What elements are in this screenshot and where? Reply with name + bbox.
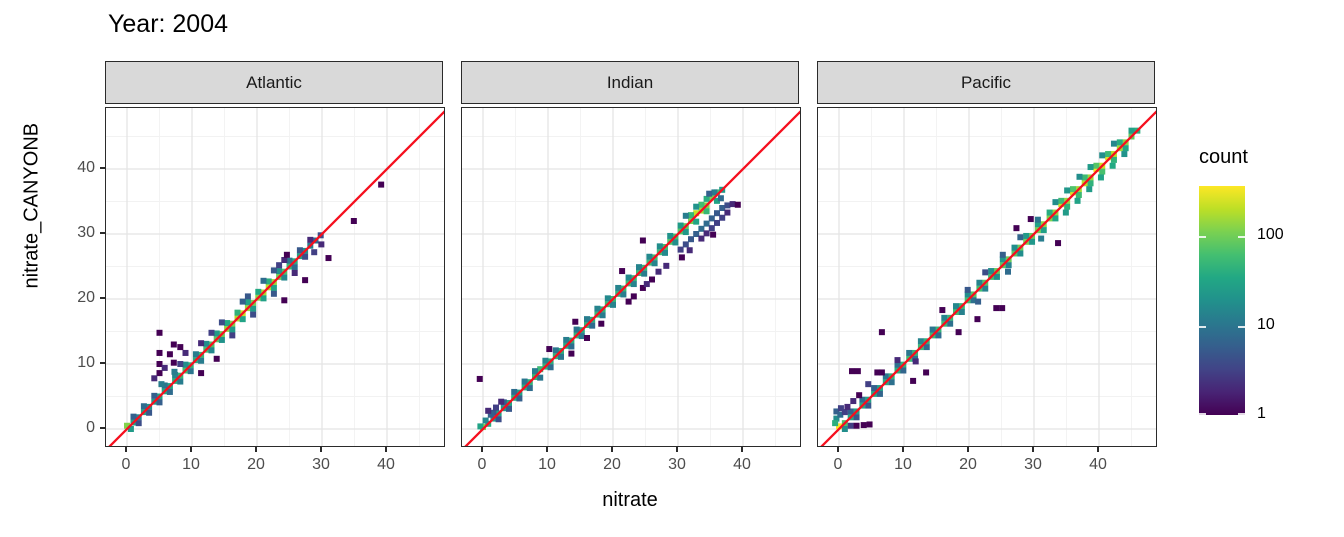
facet-panel-indian	[461, 107, 801, 447]
x-axis-title: nitrate	[602, 489, 658, 511]
y-tick-mark	[100, 167, 105, 169]
legend-tick-label: 100	[1257, 226, 1284, 244]
heatmap-svg-indian	[462, 108, 800, 446]
x-tick-label: 0	[833, 456, 843, 473]
legend-tick-label: 1	[1257, 405, 1266, 422]
x-tick-mark	[902, 447, 904, 452]
facet-panel-pacific	[817, 107, 1157, 447]
colorbar-tick	[1199, 325, 1206, 328]
y-tick-label: 40	[77, 159, 95, 176]
colorbar-tick	[1238, 325, 1245, 328]
heatmap-svg-atlantic	[106, 108, 444, 446]
x-tick-label: 0	[477, 456, 487, 473]
y-tick-mark	[100, 297, 105, 299]
x-tick-label: 10	[894, 456, 912, 473]
legend-tick-label: 10	[1257, 315, 1275, 333]
y-tick-mark	[100, 427, 105, 429]
x-tick-label: 30	[668, 456, 686, 473]
heatmap-svg-pacific	[818, 108, 1156, 446]
x-tick-mark	[676, 447, 678, 452]
y-tick-label: 0	[86, 419, 95, 436]
x-tick-mark	[967, 447, 969, 452]
colorbar	[1199, 186, 1245, 415]
y-tick-mark	[100, 362, 105, 364]
x-tick-label: 30	[1024, 456, 1042, 473]
y-tick-mark	[100, 232, 105, 234]
y-tick-label: 10	[77, 354, 95, 371]
x-tick-label: 10	[182, 456, 200, 473]
x-tick-label: 30	[312, 456, 330, 473]
x-tick-label: 40	[733, 456, 751, 473]
x-tick-mark	[125, 447, 127, 452]
x-tick-mark	[611, 447, 613, 452]
legend-title: count	[1199, 146, 1248, 168]
x-tick-mark	[546, 447, 548, 452]
x-tick-mark	[837, 447, 839, 452]
x-tick-label: 40	[1089, 456, 1107, 473]
x-tick-mark	[1032, 447, 1034, 452]
colorbar-tick	[1199, 413, 1206, 415]
colorbar-tick	[1238, 413, 1245, 415]
facet-strip-pacific: Pacific	[817, 61, 1155, 104]
x-tick-label: 10	[538, 456, 556, 473]
y-axis-title: nitrate_CANYONB	[20, 122, 43, 289]
x-tick-label: 20	[603, 456, 621, 473]
x-tick-label: 20	[247, 456, 265, 473]
x-tick-mark	[741, 447, 743, 452]
x-tick-mark	[190, 447, 192, 452]
x-tick-label: 20	[959, 456, 977, 473]
facet-panel-atlantic	[105, 107, 445, 447]
colorbar-tick	[1238, 236, 1245, 239]
y-tick-label: 20	[77, 289, 95, 306]
colorbar-tick	[1199, 236, 1206, 239]
x-tick-mark	[481, 447, 483, 452]
x-tick-mark	[320, 447, 322, 452]
x-tick-label: 40	[377, 456, 395, 473]
x-tick-mark	[385, 447, 387, 452]
plot-title: Year: 2004	[108, 10, 229, 38]
facet-strip-indian: Indian	[461, 61, 799, 104]
x-tick-mark	[255, 447, 257, 452]
y-tick-label: 30	[77, 224, 95, 241]
facet-strip-atlantic: Atlantic	[105, 61, 443, 104]
x-tick-mark	[1097, 447, 1099, 452]
x-tick-label: 0	[121, 456, 131, 473]
